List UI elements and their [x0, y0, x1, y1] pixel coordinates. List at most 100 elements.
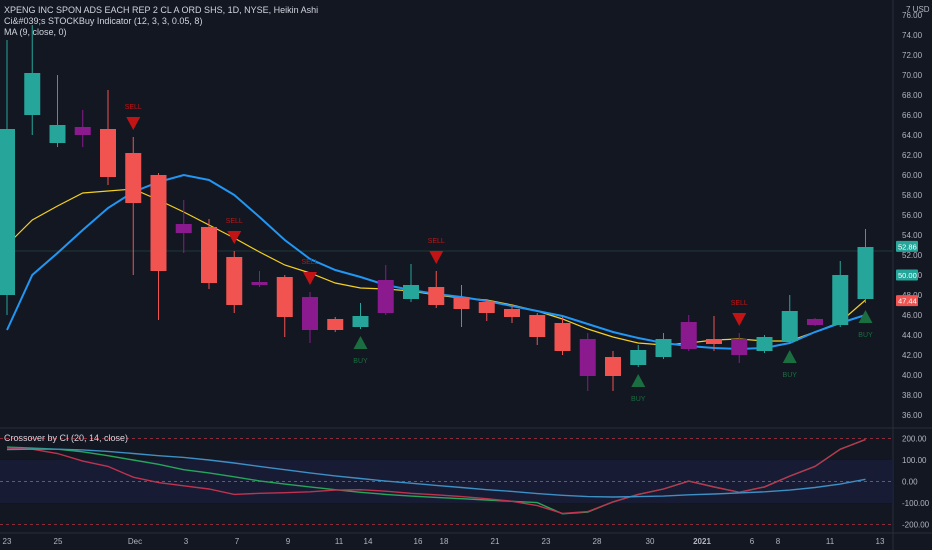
candle — [226, 251, 243, 313]
price-tick-label: 68.00 — [902, 91, 923, 100]
price-tick-label: 52.00 — [902, 251, 923, 260]
price-tick-label: 58.00 — [902, 191, 923, 200]
candle — [832, 261, 849, 327]
time-tick-label: 21 — [491, 537, 500, 546]
time-tick-label: 3 — [184, 537, 189, 546]
candle-body — [327, 319, 344, 330]
indicator-2-title[interactable]: MA (9, close, 0) — [4, 27, 67, 37]
time-tick-label: 13 — [876, 537, 885, 546]
price-tick-label: 76.00 — [902, 11, 923, 20]
candle — [680, 315, 697, 351]
candle — [630, 345, 647, 367]
candle-body — [150, 175, 167, 271]
candle-body — [403, 285, 419, 299]
candle — [655, 333, 672, 359]
candle — [377, 265, 394, 315]
candle-body — [630, 350, 647, 365]
candle — [150, 173, 167, 320]
price-tick-label: 38.00 — [902, 391, 923, 400]
candle-body — [175, 224, 192, 233]
candle — [504, 305, 520, 323]
time-tick-label: 2021 — [693, 537, 711, 546]
time-tick-label: 30 — [646, 537, 655, 546]
price-tick-label: 70.00 — [902, 71, 923, 80]
candle-body — [680, 322, 697, 349]
candle-body — [579, 339, 596, 376]
ma-9-line — [6, 188, 866, 346]
buy-arrow-icon — [782, 350, 797, 363]
candle-body — [24, 73, 41, 115]
sell-label: SELL — [301, 259, 318, 266]
sell-label: SELL — [731, 300, 748, 307]
indicator-1-title[interactable]: Ci&#039;s STOCKBuy Indicator (12, 3, 3, … — [4, 16, 203, 26]
candle — [125, 137, 142, 275]
candle-body — [529, 315, 546, 337]
candle-body — [781, 311, 798, 341]
candle-body — [453, 297, 470, 309]
time-tick-label: Dec — [128, 537, 142, 546]
candle — [579, 333, 596, 391]
price-tick-label: 40.00 — [902, 371, 923, 380]
candle-body — [125, 153, 142, 203]
ma-line — [6, 188, 866, 346]
candle-body — [832, 275, 849, 325]
time-tick-label: 25 — [54, 537, 63, 546]
time-tick-label: 11 — [826, 537, 835, 546]
candle — [0, 40, 15, 315]
candle — [478, 300, 495, 321]
candle — [706, 316, 722, 351]
candle-body — [504, 309, 520, 317]
price-label-text: 47.44 — [898, 297, 917, 306]
candle-body — [731, 339, 748, 355]
candle — [302, 292, 318, 343]
oscillator-tick-label: -100.00 — [902, 499, 930, 508]
candle — [201, 219, 217, 289]
price-label-box — [896, 295, 918, 307]
candle — [175, 200, 192, 253]
candle-body — [201, 227, 217, 283]
candle-body — [554, 323, 571, 351]
sell-arrow-icon — [227, 231, 242, 244]
buy-label: BUY — [783, 372, 798, 379]
candle — [756, 335, 773, 353]
oscillator-title[interactable]: Crossover by CI (20, 14, close) — [4, 433, 129, 443]
oscillator-tick-label: 100.00 — [902, 456, 927, 465]
price-tick-label: 46.00 — [902, 311, 923, 320]
candle-body — [0, 129, 15, 295]
oscillator-tick-label: 200.00 — [902, 434, 927, 443]
candle — [74, 110, 91, 147]
oscillator-tick-label: 0.00 — [902, 478, 918, 487]
buy-arrow-icon — [858, 310, 873, 323]
price-tick-label: 74.00 — [902, 31, 923, 40]
price-tick-label: 44.00 — [902, 331, 923, 340]
sell-arrow-icon — [303, 272, 317, 285]
candle-body — [428, 287, 445, 305]
candle-body — [605, 357, 621, 376]
sell-label: SELL — [428, 238, 445, 245]
price-tick-label: 72.00 — [902, 51, 923, 60]
oscillator-osc_blue-line — [6, 448, 866, 498]
time-tick-label: 18 — [440, 537, 449, 546]
time-tick-label: 23 — [542, 537, 551, 546]
price-tick-label: 66.00 — [902, 111, 923, 120]
candle — [857, 229, 874, 303]
candle — [781, 295, 798, 343]
time-tick-label: 14 — [364, 537, 373, 546]
price-tick-label: 62.00 — [902, 151, 923, 160]
candle — [327, 317, 344, 332]
symbol-title[interactable]: XPENG INC SPON ADS EACH REP 2 CL A ORD S… — [4, 5, 319, 15]
candle-body — [74, 127, 91, 135]
candle — [251, 271, 268, 287]
candle — [529, 313, 546, 345]
sell-label: SELL — [226, 218, 243, 225]
candle — [605, 351, 621, 391]
oscillator-panel: -200.00 -100.00 0.00 100.00 200.00 — [0, 434, 930, 530]
candle — [554, 317, 571, 355]
candle — [352, 303, 369, 329]
buy-label: BUY — [631, 396, 646, 403]
candle — [276, 275, 293, 337]
time-tick-label: 23 — [3, 537, 12, 546]
time-tick-label: 16 — [414, 537, 423, 546]
